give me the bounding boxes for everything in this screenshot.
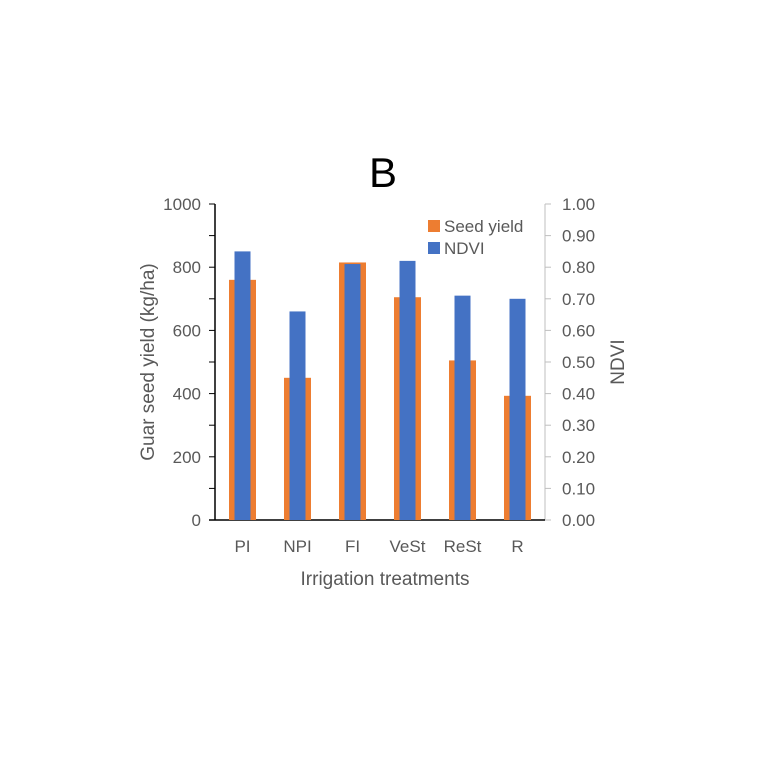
bar-ndvi: [399, 260, 416, 520]
y-tick-label: 200: [173, 448, 201, 467]
legend-label: NDVI: [444, 239, 485, 258]
y2-tick-label: 0.00: [562, 511, 595, 530]
legend-swatch: [428, 242, 440, 254]
y2-tick-label: 0.20: [562, 448, 595, 467]
y2-tick-label: 0.50: [562, 353, 595, 372]
x-tick-label: FI: [345, 537, 360, 556]
x-tick-label: ReSt: [444, 537, 482, 556]
y2-tick-label: 0.60: [562, 321, 595, 340]
y2-tick-label: 0.30: [562, 416, 595, 435]
bar-ndvi: [344, 264, 361, 520]
y2-tick-label: 0.70: [562, 290, 595, 309]
y-tick-label: 0: [192, 511, 201, 530]
y2-axis-label: NDVI: [608, 339, 629, 384]
y2-tick-label: 0.90: [562, 227, 595, 246]
bar-ndvi: [509, 298, 526, 520]
x-tick-label: R: [511, 537, 523, 556]
legend-label: Seed yield: [444, 217, 523, 236]
x-axis-label: Irrigation treatments: [301, 569, 470, 590]
chart-title: B: [369, 149, 397, 196]
y-tick-label: 1000: [163, 195, 201, 214]
x-tick-label: VeSt: [390, 537, 426, 556]
y-axis-label: Guar seed yield (kg/ha): [138, 263, 159, 461]
y-tick-label: 800: [173, 258, 201, 277]
legend-swatch: [428, 220, 440, 232]
x-tick-label: NPI: [283, 537, 311, 556]
bar-ndvi: [289, 311, 306, 520]
y-tick-label: 400: [173, 385, 201, 404]
y2-tick-label: 1.00: [562, 195, 595, 214]
y2-tick-label: 0.10: [562, 479, 595, 498]
y2-tick-label: 0.40: [562, 385, 595, 404]
x-tick-label: PI: [234, 537, 250, 556]
bar-ndvi: [454, 295, 471, 520]
y-tick-label: 600: [173, 321, 201, 340]
y2-tick-label: 0.80: [562, 258, 595, 277]
bar-ndvi: [234, 251, 251, 520]
